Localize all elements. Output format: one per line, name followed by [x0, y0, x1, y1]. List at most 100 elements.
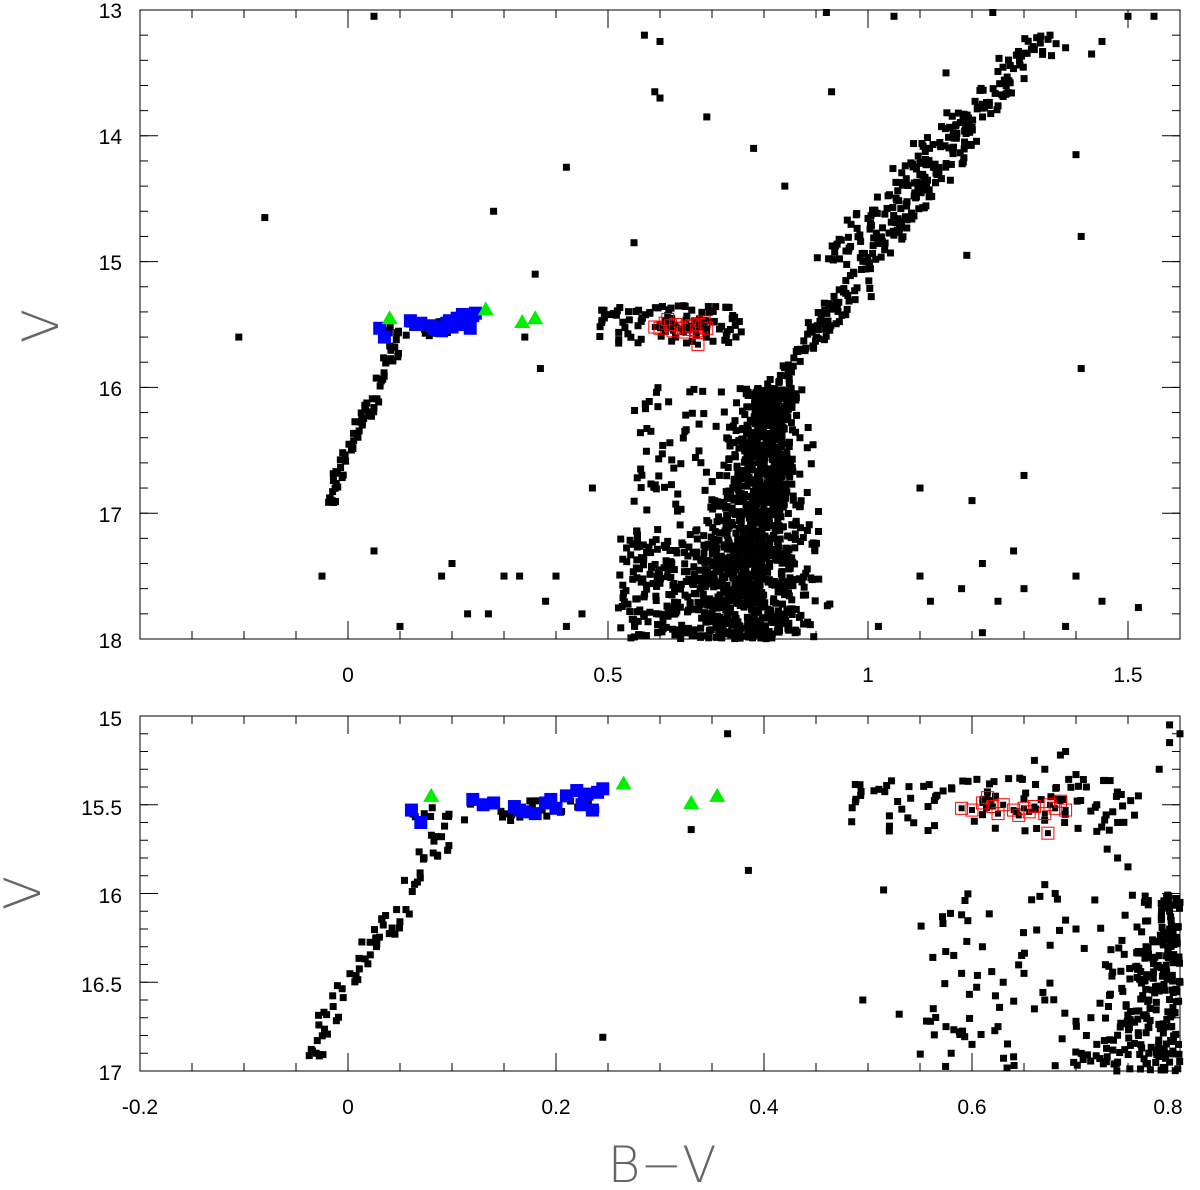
field-star-point — [1124, 1050, 1132, 1058]
field-star-point — [709, 337, 717, 345]
field-star-point — [993, 106, 1001, 114]
field-star-point — [723, 434, 731, 442]
field-star-point — [718, 619, 726, 627]
red-clump-core-point — [1062, 807, 1069, 814]
field-star-point — [866, 219, 874, 227]
green-triangle-point — [683, 794, 700, 809]
field-star-point — [1159, 928, 1167, 936]
field-star-point — [748, 466, 756, 474]
field-star-point — [665, 398, 673, 406]
field-star-point — [726, 553, 734, 561]
field-star-point — [734, 486, 742, 494]
field-star-point — [333, 982, 341, 990]
field-star-point — [844, 291, 852, 299]
field-star-point — [500, 572, 508, 580]
field-star-point — [759, 497, 767, 505]
field-star-point — [709, 605, 717, 613]
field-star-point — [875, 785, 883, 793]
field-star-point — [498, 813, 506, 821]
field-star-point — [1052, 40, 1060, 48]
field-star-point — [1077, 232, 1085, 240]
field-star-point — [700, 596, 708, 604]
field-star-point — [358, 938, 366, 946]
field-star-point — [428, 804, 436, 812]
field-star-point — [382, 358, 390, 366]
field-star-point — [941, 980, 949, 988]
blue-hb-star-point — [559, 789, 573, 803]
field-star-point — [717, 615, 725, 623]
field-star-point — [765, 576, 773, 584]
field-star-point — [623, 558, 631, 566]
field-star-point — [1082, 1032, 1090, 1039]
field-star-point — [979, 113, 987, 121]
field-star-point — [635, 565, 643, 573]
field-star-point — [1140, 898, 1148, 906]
field-star-point — [1165, 996, 1173, 1004]
field-star-point — [825, 300, 833, 308]
field-star-point — [1107, 946, 1115, 954]
field-star-point — [1103, 1053, 1111, 1061]
field-star-point — [758, 539, 766, 547]
field-star-point — [1159, 941, 1167, 949]
top-y-tick-label: 16 — [99, 378, 122, 401]
field-star-point — [732, 427, 740, 435]
field-star-point — [1100, 1037, 1108, 1045]
field-star-point — [888, 777, 896, 785]
field-star-point — [600, 306, 608, 314]
field-star-point — [1020, 585, 1028, 593]
field-star-point — [754, 570, 762, 578]
blue-hb-star-point — [570, 784, 584, 798]
green-triangle-point — [527, 310, 544, 325]
field-star-point — [723, 581, 731, 589]
field-star-point — [963, 251, 971, 259]
field-star-point — [643, 548, 651, 556]
field-star-point — [744, 422, 752, 430]
field-star-point — [867, 212, 875, 220]
field-star-point — [796, 345, 804, 353]
field-star-point — [1143, 973, 1151, 981]
field-star-point — [787, 554, 795, 562]
field-star-point — [758, 546, 766, 554]
field-star-point — [1098, 823, 1106, 831]
field-star-point — [740, 508, 748, 516]
field-star-point — [835, 298, 843, 306]
field-star-point — [968, 123, 976, 131]
field-star-point — [1051, 890, 1059, 897]
field-star-point — [924, 827, 932, 835]
field-star-point — [762, 635, 770, 643]
field-star-point — [601, 311, 609, 319]
field-star-point — [596, 323, 604, 331]
field-star-point — [1166, 925, 1174, 933]
field-star-point — [1073, 1061, 1081, 1069]
field-star-point — [987, 110, 995, 118]
field-star-point — [1125, 1034, 1133, 1042]
field-star-point — [767, 607, 775, 615]
field-star-point — [1134, 1032, 1142, 1039]
field-star-point — [562, 622, 570, 630]
field-star-point — [824, 317, 832, 325]
red-clump-core-point — [1031, 803, 1038, 810]
field-star-point — [684, 629, 692, 637]
field-star-point — [1020, 471, 1028, 479]
field-star-point — [1176, 959, 1184, 967]
field-star-point — [1126, 975, 1134, 983]
field-star-point — [777, 481, 785, 489]
field-star-point — [991, 992, 999, 1000]
field-star-point — [667, 573, 675, 581]
field-star-point — [719, 572, 727, 580]
field-star-point — [724, 613, 732, 621]
field-star-point — [712, 422, 720, 430]
field-star-point — [898, 805, 906, 813]
red-clump-core-point — [1044, 830, 1051, 837]
red-clump-core-point — [657, 325, 663, 332]
field-star-point — [990, 778, 998, 786]
field-star-point — [743, 588, 751, 596]
field-star-point — [722, 331, 730, 339]
field-star-point — [712, 542, 720, 550]
field-star-point — [755, 478, 763, 486]
field-star-point — [836, 255, 844, 263]
field-star-point — [695, 566, 703, 574]
field-star-point — [727, 504, 735, 512]
field-star-point — [1109, 1046, 1117, 1054]
field-star-point — [792, 605, 800, 613]
